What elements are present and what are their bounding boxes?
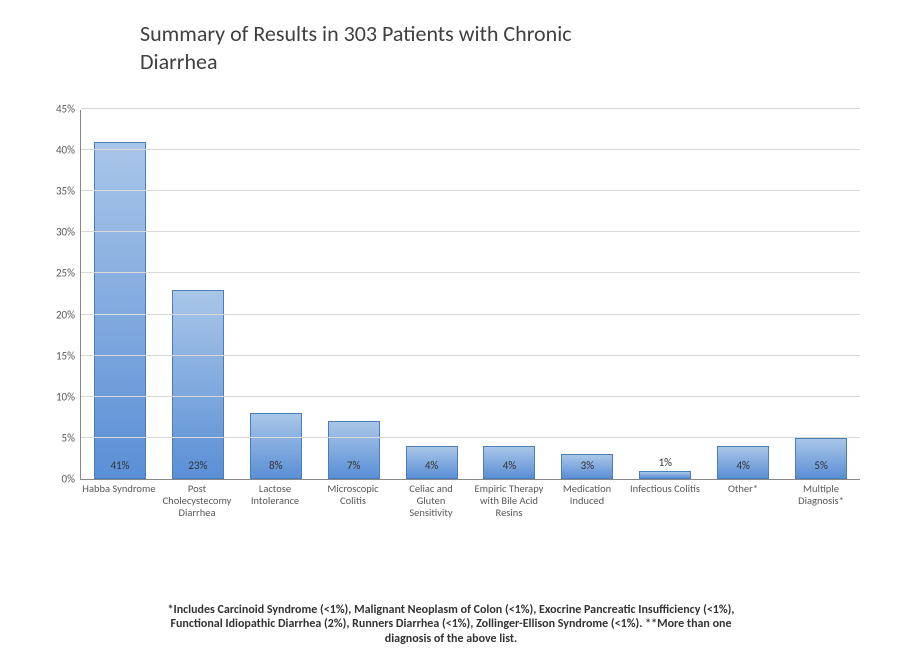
bar-value-label: 23%: [188, 459, 207, 472]
bar-slot: 23%: [159, 110, 237, 479]
y-tick-label: 30%: [56, 226, 81, 239]
bar-value-label: 5%: [814, 459, 827, 472]
chart-bar: 8%: [250, 413, 302, 479]
y-tick-label: 45%: [56, 103, 81, 116]
chart-bar: 3%: [561, 454, 613, 479]
y-tick-label: 35%: [56, 185, 81, 198]
bar-value-label: 1%: [659, 456, 672, 469]
y-tick-label: 10%: [56, 390, 81, 403]
y-tick-label: 25%: [56, 267, 81, 280]
x-tick-label: Post Cholecystecomy Diarrhea: [158, 483, 236, 519]
footnote-line-2: Functional Idiopathic Diarrhea (2%), Run…: [170, 617, 731, 631]
gridline: [81, 149, 860, 150]
gridline: [81, 231, 860, 232]
title-line-2: Diarrhea: [140, 48, 218, 75]
x-tick-label: Infectious Colitis: [626, 483, 704, 519]
chart-bar: 5%: [795, 438, 847, 479]
bar-slot: 7%: [315, 110, 393, 479]
gridline: [81, 355, 860, 356]
chart-bar: 4%: [717, 446, 769, 479]
footnote-line-3: diagnosis of the above list.: [385, 632, 517, 646]
bar-value-label: 7%: [347, 459, 360, 472]
y-tick-label: 40%: [56, 144, 81, 157]
x-tick-label: Multiple Diagnosis*: [782, 483, 860, 519]
x-tick-label: Other*: [704, 483, 782, 519]
bar-slot: 5%: [782, 110, 860, 479]
chart-bars: 41% 23% 8% 7% 4% 4% 3% 1% 4% 5%: [81, 110, 860, 479]
gridline: [81, 272, 860, 273]
bar-value-label: 4%: [736, 459, 749, 472]
bar-slot: 3%: [548, 110, 626, 479]
chart-bar: 4%: [406, 446, 458, 479]
gridline: [81, 190, 860, 191]
y-tick-label: 0%: [62, 473, 81, 486]
chart-bar: 4%: [483, 446, 535, 479]
x-tick-label: Microscopic Colitis: [314, 483, 392, 519]
bar-slot: 41%: [81, 110, 159, 479]
y-tick-label: 15%: [56, 349, 81, 362]
gridline: [81, 314, 860, 315]
bar-value-label: 4%: [503, 459, 516, 472]
chart-footnote: *Includes Carcinoid Syndrome (<1%), Mali…: [0, 603, 902, 646]
title-line-1: Summary of Results in 303 Patients with …: [140, 20, 572, 47]
bar-slot: 4%: [393, 110, 471, 479]
y-tick-label: 20%: [56, 308, 81, 321]
gridline: [81, 108, 860, 109]
gridline: [81, 396, 860, 397]
chart-bar: 1%: [639, 471, 691, 479]
bar-value-label: 41%: [110, 459, 129, 472]
x-tick-label: Lactose Intolerance: [236, 483, 314, 519]
chart-bar: 23%: [172, 290, 224, 479]
gridline: [81, 437, 860, 438]
chart-container: Summary of Results in 303 Patients with …: [30, 20, 870, 580]
x-axis-labels: Habba SyndromePost Cholecystecomy Diarrh…: [80, 483, 860, 519]
bar-slot: 1%: [626, 110, 704, 479]
bar-slot: 8%: [237, 110, 315, 479]
plot-area: 41%23%8%7%4%4%3%1%4%5% 0%5%10%15%20%25%3…: [80, 110, 860, 480]
x-tick-label: Empiric Therapy with Bile Acid Resins: [470, 483, 548, 519]
x-tick-label: Medication Induced: [548, 483, 626, 519]
footnote-line-1: *Includes Carcinoid Syndrome (<1%), Mali…: [168, 603, 735, 617]
bar-value-label: 8%: [269, 459, 282, 472]
x-tick-label: Habba Syndrome: [80, 483, 158, 519]
bar-value-label: 3%: [581, 459, 594, 472]
chart-bar: 41%: [94, 142, 146, 479]
chart-bar: 7%: [328, 421, 380, 479]
bar-slot: 4%: [471, 110, 549, 479]
bar-slot: 4%: [704, 110, 782, 479]
y-tick-label: 5%: [62, 431, 81, 444]
x-tick-label: Celiac and Gluten Sensitivity: [392, 483, 470, 519]
chart-title: Summary of Results in 303 Patients with …: [140, 20, 572, 75]
bar-value-label: 4%: [425, 459, 438, 472]
